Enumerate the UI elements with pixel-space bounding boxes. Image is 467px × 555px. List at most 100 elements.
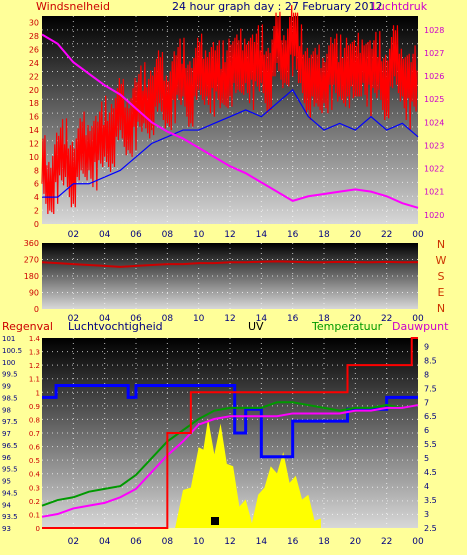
temperature-tick-label: 3 (424, 510, 429, 519)
direction-panel-grid (42, 243, 418, 309)
windspeed-tick-label: 2 (34, 207, 39, 216)
rain-tick-label: 1.3 (29, 349, 40, 357)
humidity-tick-label: 100 (2, 359, 15, 367)
temperature-tick-label: 4.5 (424, 468, 437, 477)
rain-tick-label: 0.5 (29, 457, 40, 465)
direction-tick-label: 90 (29, 289, 39, 298)
rain-tick-label: 0.9 (29, 403, 40, 411)
time-tick-label: 08 (162, 537, 174, 547)
time-tick-labels-bottom: 02 04 06 08 10 12 14 16 18 20 22 00 (68, 537, 424, 547)
wind-gust-line (42, 88, 419, 198)
windspeed-tick-label: 8 (34, 166, 39, 175)
temperature-tick-label: 8 (424, 370, 429, 379)
windspeed-tick-label: 10 (29, 153, 39, 162)
temperature-tick-label: 2.5 (424, 524, 437, 533)
temperature-tick-label: 5 (424, 454, 429, 463)
time-tick-label: 14 (256, 314, 268, 324)
pressure-line (41, 33, 419, 209)
pressure-tick-labels: 1020 1021 1022 1023 1024 1025 1026 1027 1028 (424, 26, 444, 220)
windspeed-axis-title: Windsnelheid (36, 0, 110, 13)
time-tick-label: 02 (68, 314, 79, 324)
temperature-tick-label: 7 (424, 398, 429, 407)
pressure-tick-label: 1027 (424, 49, 444, 58)
windspeed-tick-label: 6 (34, 180, 39, 189)
rain-tick-label: 0.7 (29, 430, 40, 438)
pressure-tick-label: 1024 (424, 118, 444, 127)
time-tick-label: 04 (99, 230, 111, 240)
compass-label: N (437, 302, 445, 315)
time-tick-label: 08 (162, 230, 174, 240)
time-tick-labels-top: 02 04 06 08 10 12 14 16 18 20 22 00 (68, 230, 424, 240)
time-tick-label: 06 (130, 537, 142, 547)
humidity-tick-label: 93.5 (2, 513, 18, 521)
rain-tick-label: 0.4 (29, 471, 41, 479)
time-tick-label: 04 (99, 537, 111, 547)
humidity-tick-label: 99 (2, 383, 11, 391)
time-tick-label: 16 (287, 314, 299, 324)
rain-tick-label: 1.2 (29, 362, 40, 370)
windspeed-tick-label: 28 (29, 32, 39, 41)
time-tick-label: 02 (68, 230, 79, 240)
time-tick-label: 20 (350, 537, 362, 547)
time-tick-label: 10 (193, 314, 205, 324)
temperature-tick-label: 3.5 (424, 496, 437, 505)
pressure-tick-label: 1022 (424, 165, 444, 174)
rain-tick-label: 0.3 (29, 484, 40, 492)
pressure-tick-label: 1020 (424, 211, 444, 220)
time-tick-label: 04 (99, 314, 111, 324)
time-tick-label: 18 (318, 314, 330, 324)
direction-tick-label: 180 (24, 272, 39, 281)
rain-tick-label: 1.4 (29, 335, 41, 343)
direction-tick-label: 360 (24, 239, 39, 248)
rain-tick-label: 0 (36, 525, 40, 533)
time-tick-label: 20 (350, 314, 362, 324)
uv-marker (211, 517, 219, 525)
time-tick-label: 06 (130, 314, 142, 324)
windspeed-tick-label: 22 (29, 72, 39, 81)
humidity-tick-label: 94 (2, 501, 11, 509)
rain-tick-label: 0.1 (29, 511, 40, 519)
humidity-tick-label: 95.5 (2, 466, 18, 474)
pressure-tick-label: 1025 (424, 95, 444, 104)
time-tick-label: 20 (350, 230, 362, 240)
time-tick-label: 16 (287, 230, 299, 240)
rainfall-line (42, 337, 418, 529)
time-tick-label: 14 (256, 537, 268, 547)
humidity-tick-label: 98.5 (2, 394, 18, 402)
windspeed-tick-label: 4 (34, 193, 39, 202)
windspeed-tick-label: 20 (29, 86, 39, 95)
humidity-tick-label: 97.5 (2, 418, 18, 426)
compass-label: N (437, 238, 445, 251)
time-tick-label: 00 (412, 537, 424, 547)
humidity-tick-label: 97 (2, 430, 11, 438)
dewpoint-line (41, 404, 419, 518)
time-tick-label: 06 (130, 230, 142, 240)
time-tick-label: 12 (224, 230, 235, 240)
windspeed-tick-label: 30 (29, 19, 39, 28)
temperature-line (41, 401, 419, 507)
temperature-tick-label: 7.5 (424, 384, 437, 393)
humidity-tick-label: 94.5 (2, 489, 18, 497)
pressure-tick-label: 1026 (424, 72, 444, 81)
pressure-axis-title: Luchtdruk (372, 0, 428, 13)
rain-tick-labels: 0 0.1 0.2 0.3 0.4 0.5 0.6 0.7 0.8 0.9 1 1.1 1.2 1.3 1.… (29, 335, 41, 533)
direction-panel-series (41, 260, 419, 268)
windspeed-tick-label: 26 (29, 46, 39, 55)
rain-tick-label: 0.2 (29, 498, 40, 506)
windspeed-tick-label: 18 (29, 99, 39, 108)
rain-panel-series (41, 337, 419, 529)
pressure-tick-label: 1023 (424, 141, 444, 150)
uv-area (175, 418, 321, 528)
time-tick-label: 22 (381, 230, 392, 240)
time-tick-label: 12 (224, 314, 235, 324)
pressure-tick-label: 1021 (424, 188, 444, 197)
pressure-tick-label: 1028 (424, 26, 444, 35)
windspeed-line (41, 5, 418, 214)
windspeed-tick-label: 16 (29, 113, 39, 122)
temperature-tick-label: 6.5 (424, 412, 437, 421)
rain-tick-label: 0.8 (29, 416, 40, 424)
